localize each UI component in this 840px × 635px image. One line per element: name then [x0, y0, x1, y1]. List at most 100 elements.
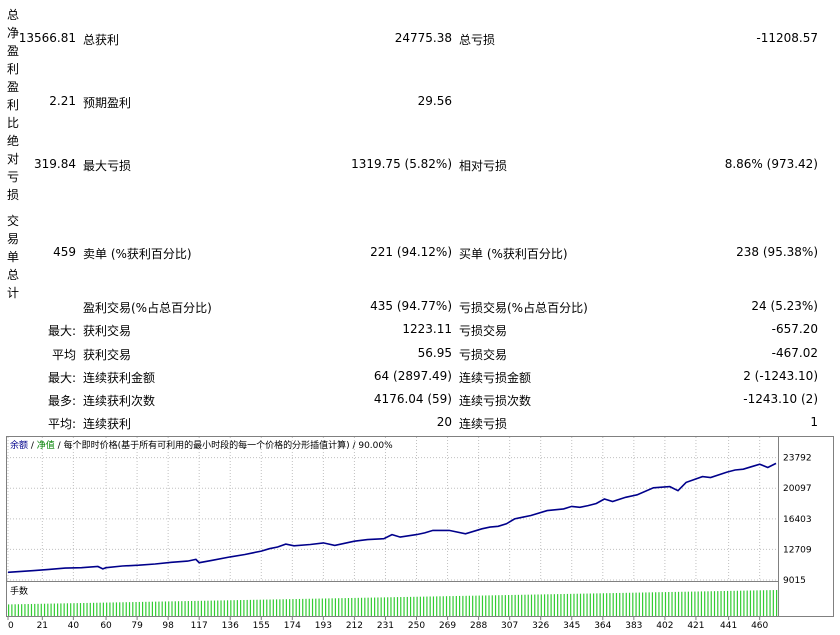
volume-bar	[102, 602, 104, 616]
x-tick-label: 117	[191, 621, 208, 631]
volume-bar	[409, 596, 412, 616]
volume-bar	[292, 599, 294, 616]
volume-bar	[318, 598, 320, 616]
volume-bar	[730, 590, 732, 616]
volume-bar	[436, 596, 438, 616]
volume-bar	[148, 601, 150, 616]
volume-bar	[638, 592, 640, 616]
volume-bar	[762, 590, 765, 616]
volume-bar	[207, 600, 209, 616]
stat-row-label: 连续获利次数	[83, 394, 156, 408]
volume-bar	[403, 596, 405, 616]
volume-bar	[285, 599, 287, 616]
volume-bar	[553, 594, 555, 616]
volume-bar	[259, 599, 261, 616]
volume-bar	[537, 594, 539, 616]
x-tick-label: 269	[439, 621, 456, 631]
volume-bar	[772, 590, 774, 616]
stat-row-label: 获利交易	[83, 348, 132, 362]
volume-bar	[34, 603, 36, 616]
stat-row-label: 盈利交易(%占总百分比)	[83, 301, 212, 315]
volume-bar	[246, 599, 248, 616]
volume-bar	[158, 601, 160, 616]
volume-bar	[305, 598, 307, 616]
x-tick-label: 421	[687, 621, 704, 631]
volume-bar	[534, 594, 536, 616]
volume-bar	[275, 599, 278, 616]
volume-bar	[331, 598, 333, 616]
stat-row-value: 435 (94.77%)	[370, 299, 452, 313]
volume-bar	[269, 599, 271, 616]
balance-line	[7, 462, 777, 574]
volume-bar	[458, 595, 461, 616]
volume-bar	[184, 601, 186, 616]
x-tick-label: 98	[162, 621, 174, 631]
legend-separator: /	[55, 441, 64, 451]
x-tick-label: 0	[8, 621, 14, 631]
volume-bar	[266, 599, 268, 616]
volume-bar	[615, 593, 618, 616]
volume-bar	[455, 596, 457, 616]
x-tick-label: 250	[408, 621, 425, 631]
volume-bar	[419, 596, 421, 616]
volume-bar	[119, 602, 121, 616]
gross-profit-value: 24775.38	[394, 31, 452, 45]
gross-profit-label: 总获利	[83, 33, 120, 47]
chart-title: 余额 / 净值 / 每个即时价格(基于所有可利用的最小时段的每一个价格的分形插值…	[10, 439, 393, 451]
stat-row-label: 亏损交易	[459, 324, 508, 338]
expected-payoff-label: 预期盈利	[83, 96, 132, 110]
volume-bar	[279, 599, 281, 616]
stat-row-prefix: 平均:	[47, 417, 76, 431]
volume-bar	[651, 592, 654, 616]
balance-chart-svg: 23792 20097 16403 12709 9015 0 21 40 60 79 98 117 1…	[6, 436, 834, 631]
volume-bar	[766, 590, 768, 616]
volume-bar	[645, 592, 647, 616]
volume-bar	[174, 601, 176, 616]
volume-bar	[488, 595, 490, 616]
volume-bar	[243, 599, 245, 616]
volume-bar	[648, 592, 650, 616]
volume-bar	[262, 599, 265, 616]
max-drawdown-label: 最大亏损	[83, 159, 132, 173]
volume-bar	[521, 594, 523, 616]
volume-bar	[194, 600, 196, 616]
volume-bar	[344, 598, 346, 616]
volume-bar	[632, 592, 634, 616]
volume-bar	[485, 595, 487, 616]
volume-bar	[24, 604, 26, 616]
volume-bar	[249, 599, 252, 616]
chart-border	[6, 436, 834, 617]
volume-bar	[423, 596, 425, 616]
volume-bar	[213, 600, 216, 616]
volume-bar	[115, 602, 118, 616]
volume-bar	[472, 595, 474, 616]
stat-row-value: -657.20	[771, 322, 818, 336]
short-positions-value: 221 (94.12%)	[370, 245, 452, 259]
x-tick-label: 60	[100, 621, 112, 631]
volume-bar	[197, 600, 199, 616]
volume-bar	[66, 603, 69, 616]
volume-bar	[543, 594, 546, 616]
volume-bar	[697, 591, 699, 616]
volume-bar	[37, 603, 39, 616]
volume-bar	[726, 590, 729, 616]
volume-bar	[60, 603, 62, 616]
y-tick-label: 12709	[783, 545, 812, 555]
volume-bar	[442, 596, 444, 616]
volume-bar	[720, 591, 722, 616]
volume-bar	[141, 601, 144, 616]
volume-bar	[256, 599, 258, 616]
stat-row-value: 4176.04 (59)	[373, 392, 452, 406]
y-tick-label: 20097	[783, 484, 812, 494]
volume-bar	[606, 593, 608, 616]
volume-bar	[743, 590, 745, 616]
volume-bar	[128, 602, 131, 616]
stat-row-label: 连续亏损次数	[459, 394, 532, 408]
volume-bar	[132, 602, 134, 616]
volume-bar	[240, 600, 242, 616]
volume-bar	[106, 602, 108, 616]
volume-bar	[416, 596, 418, 616]
volume-bar	[53, 603, 55, 616]
volume-bar	[586, 593, 588, 616]
volume-bar	[687, 591, 689, 616]
